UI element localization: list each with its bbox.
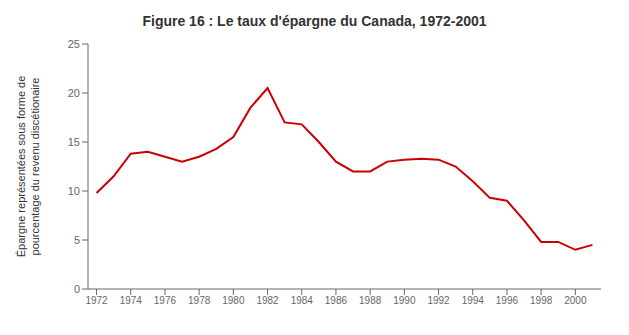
svg-text:10: 10 [68, 185, 80, 197]
svg-text:5: 5 [74, 234, 80, 246]
svg-text:1990: 1990 [393, 295, 416, 306]
svg-text:1980: 1980 [222, 295, 245, 306]
svg-text:20: 20 [68, 87, 80, 99]
svg-text:1978: 1978 [188, 295, 211, 306]
svg-text:1986: 1986 [325, 295, 348, 306]
svg-text:1996: 1996 [496, 295, 519, 306]
svg-text:1972: 1972 [85, 295, 108, 306]
svg-text:1998: 1998 [530, 295, 553, 306]
svg-text:1988: 1988 [359, 295, 382, 306]
svg-text:1992: 1992 [427, 295, 450, 306]
svg-text:2000: 2000 [564, 295, 587, 306]
svg-text:1974: 1974 [120, 295, 143, 306]
svg-text:0: 0 [74, 283, 80, 295]
svg-text:25: 25 [68, 38, 80, 50]
html-text:Figure 16 : Le taux d'épargne: Figure 16 : Le taux d'épargne du Canada,… [142, 13, 487, 29]
svg-text:Épargne représentées sous form: Épargne représentées sous forme depource… [15, 76, 40, 258]
svg-text:1984: 1984 [291, 295, 314, 306]
svg-text:1982: 1982 [256, 295, 279, 306]
svg-text:1994: 1994 [462, 295, 485, 306]
svg-text:1976: 1976 [154, 295, 177, 306]
svg-text:15: 15 [68, 136, 80, 148]
